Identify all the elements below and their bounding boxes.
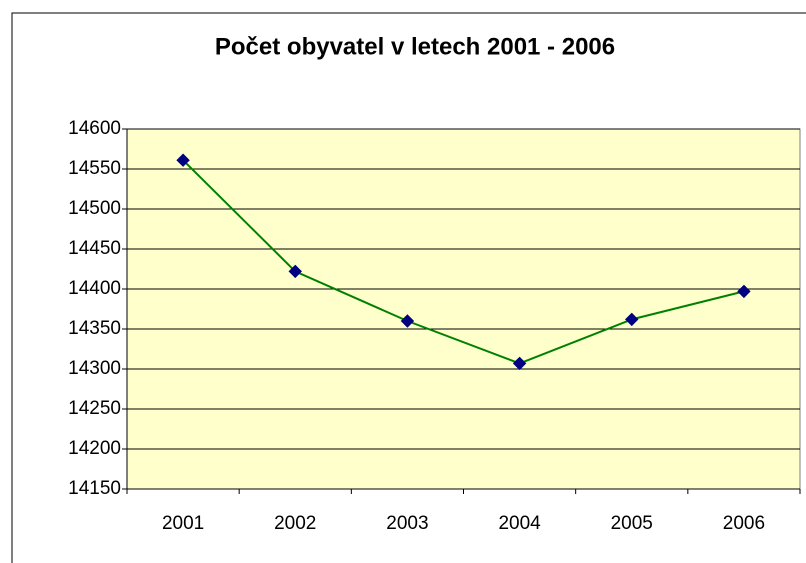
chart-title: Počet obyvatel v letech 2001 - 2006 [215, 33, 615, 60]
data-marker [176, 153, 190, 167]
y-tick-label: 14550 [68, 158, 121, 179]
x-tick-label: 2003 [386, 513, 428, 534]
y-tick-label: 14600 [68, 118, 121, 139]
data-marker [288, 264, 302, 279]
y-tick-label: 14250 [68, 398, 121, 419]
x-tick-label: 2004 [498, 513, 541, 534]
y-tick-label: 14200 [68, 438, 121, 459]
x-tick-label: 2001 [162, 513, 204, 534]
y-tick-label: 14450 [68, 238, 121, 259]
y-tick-label: 14350 [68, 318, 121, 339]
y-tick-label: 14300 [68, 358, 121, 379]
data-marker [625, 312, 639, 327]
y-tick-label: 14500 [68, 198, 121, 219]
data-marker [512, 356, 527, 371]
data-marker [400, 314, 415, 328]
x-tick-label: 2006 [723, 513, 765, 534]
x-tick-label: 2002 [274, 513, 316, 534]
x-tick-label: 2005 [611, 513, 653, 534]
data-marker [737, 284, 751, 299]
y-tick-label: 14150 [68, 478, 121, 499]
plot-area [126, 128, 801, 490]
y-tick-label: 14400 [68, 278, 121, 299]
data-line [182, 159, 745, 365]
